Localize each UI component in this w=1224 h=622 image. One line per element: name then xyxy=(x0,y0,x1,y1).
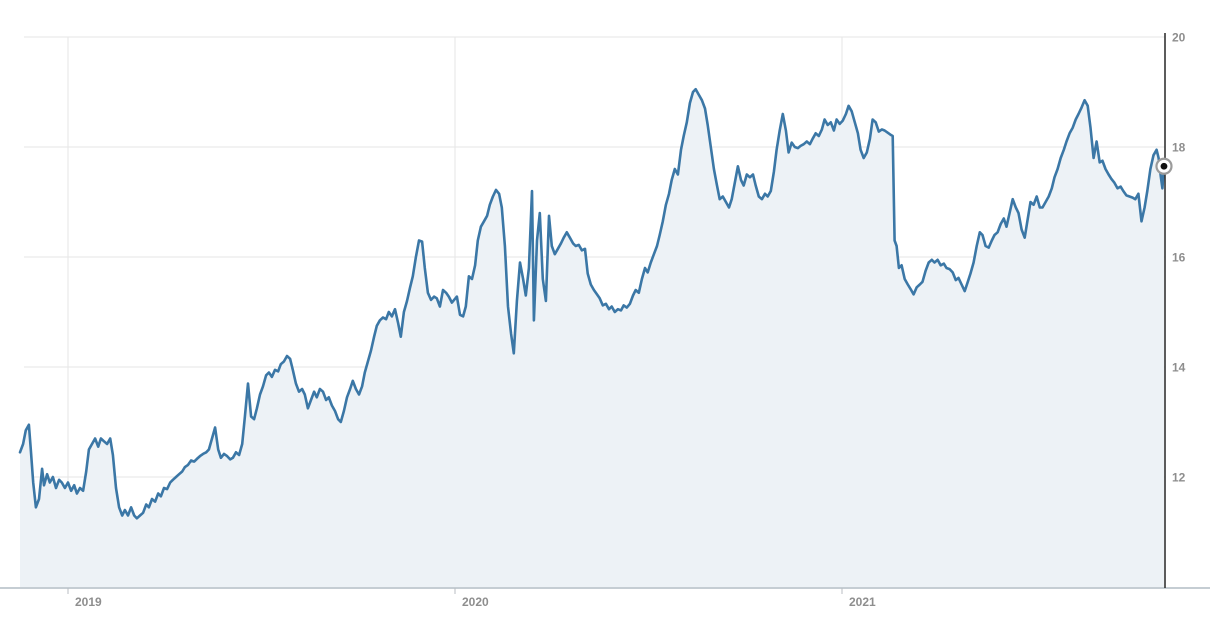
axis-labels: 12 14 16 18 20 2019 2020 2021 xyxy=(75,31,1186,610)
y-tick-label-18: 18 xyxy=(1172,141,1186,155)
last-price-marker xyxy=(1155,157,1173,175)
series-area xyxy=(20,89,1164,588)
axes xyxy=(0,33,1210,594)
y-tick-label-12: 12 xyxy=(1172,471,1186,485)
y-tick-label-20: 20 xyxy=(1172,31,1186,45)
x-tick-label-2020: 2020 xyxy=(462,595,489,609)
x-tick-label-2019: 2019 xyxy=(75,595,102,609)
y-tick-label-16: 16 xyxy=(1172,251,1186,265)
marker-dot xyxy=(1160,162,1168,170)
y-tick-label-14: 14 xyxy=(1172,361,1186,375)
series-line xyxy=(18,87,1166,520)
price-series xyxy=(18,87,1166,588)
x-tick-label-2021: 2021 xyxy=(849,595,876,609)
